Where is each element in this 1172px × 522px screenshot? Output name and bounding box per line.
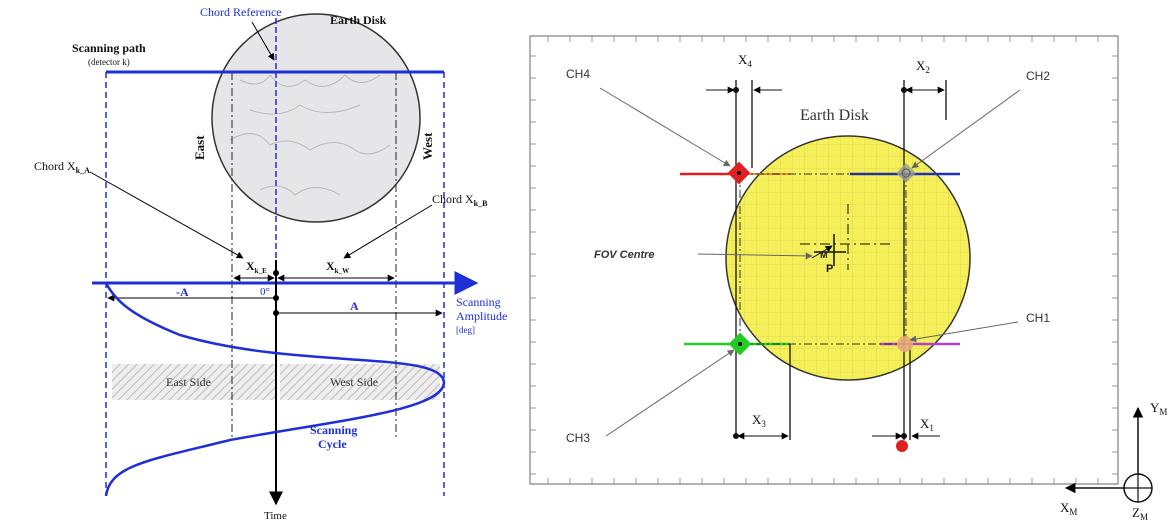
ch2-pointer bbox=[911, 89, 1021, 169]
right-panel: CH4 CH2 CH1 CH3 Earth Disk FOV Centre M … bbox=[529, 35, 1167, 522]
m-arrow bbox=[811, 245, 833, 259]
chord-a-pointer bbox=[89, 171, 244, 259]
ch2-center bbox=[901, 168, 911, 178]
x4-dot bbox=[733, 87, 739, 93]
x1-dot bbox=[901, 433, 907, 439]
chord-b-label: Chord Xk_B bbox=[432, 192, 488, 208]
x4-label: X4 bbox=[738, 52, 752, 69]
xm-label: XM bbox=[1060, 500, 1077, 517]
axis-dot-1 bbox=[273, 270, 279, 276]
xkw-label: Xk_W bbox=[326, 259, 349, 275]
m-label: M bbox=[820, 250, 828, 260]
east-side-label: East Side bbox=[166, 375, 211, 389]
ch1-label: CH1 bbox=[1026, 311, 1050, 325]
chord-b-pointer bbox=[343, 204, 433, 259]
axis-dot-2 bbox=[273, 295, 279, 301]
scanning-amplitude-label: Scanning bbox=[456, 295, 501, 309]
ch4-pointer bbox=[599, 87, 731, 167]
chord-reference-label: Chord Reference bbox=[200, 5, 282, 19]
x2-label: X2 bbox=[916, 58, 930, 75]
x1-red-dot bbox=[896, 440, 908, 452]
scanning-amplitude-label-2: Amplitude bbox=[456, 309, 507, 323]
zero-deg-label: 0° bbox=[260, 286, 270, 298]
zm-label: ZM bbox=[1132, 505, 1148, 522]
earth-disk-left bbox=[211, 13, 421, 223]
west-side-label: West Side bbox=[330, 375, 378, 389]
frame-ticks bbox=[530, 36, 1118, 484]
deg-label: [deg] bbox=[456, 325, 475, 335]
ch4-label: CH4 bbox=[566, 67, 590, 81]
time-label: Time bbox=[264, 510, 287, 522]
detector-label: (detector k) bbox=[88, 57, 130, 67]
east-side-band bbox=[112, 364, 276, 400]
x2-dot bbox=[901, 87, 907, 93]
a-label: A bbox=[350, 299, 359, 313]
ch3-label: CH3 bbox=[566, 431, 590, 445]
west-side-band bbox=[280, 364, 440, 400]
ym-label: YM bbox=[1150, 400, 1167, 417]
ch3-center-dot bbox=[738, 342, 742, 346]
minus-a-label: -A bbox=[176, 285, 189, 299]
scanning-path-label: Scanning path bbox=[72, 41, 146, 55]
xke-label: Xk_E bbox=[246, 259, 267, 275]
x3-dot bbox=[733, 433, 739, 439]
ch1-pointer bbox=[909, 321, 1019, 343]
ch3-pointer bbox=[605, 349, 735, 437]
disk-texture bbox=[229, 74, 391, 196]
scanning-cycle-label-2: Cycle bbox=[318, 437, 347, 451]
fov-pointer bbox=[697, 252, 813, 260]
ch1-marker bbox=[897, 336, 913, 352]
earth-disk-label-right: Earth Disk bbox=[800, 107, 869, 124]
east-label: East bbox=[192, 135, 207, 160]
chord-a-label: Chord Xk_A bbox=[34, 159, 90, 175]
x3-label: X3 bbox=[752, 412, 766, 429]
p-label: P bbox=[826, 263, 833, 275]
ch2-label: CH2 bbox=[1026, 69, 1050, 83]
fov-centre-label: FOV Centre bbox=[594, 249, 655, 261]
scanning-cycle-label: Scanning bbox=[310, 423, 357, 437]
earth-disk-label-left: Earth Disk bbox=[330, 13, 387, 27]
left-panel: Chord Reference Earth Disk Scanning path… bbox=[34, 5, 507, 522]
west-label: West bbox=[420, 132, 435, 160]
ch4-center-dot bbox=[737, 171, 741, 175]
chord-ref-pointer bbox=[251, 21, 275, 61]
scanning-cycle-curve bbox=[104, 282, 446, 497]
axis-dot-3 bbox=[273, 310, 279, 316]
x1-label: X1 bbox=[920, 416, 934, 433]
